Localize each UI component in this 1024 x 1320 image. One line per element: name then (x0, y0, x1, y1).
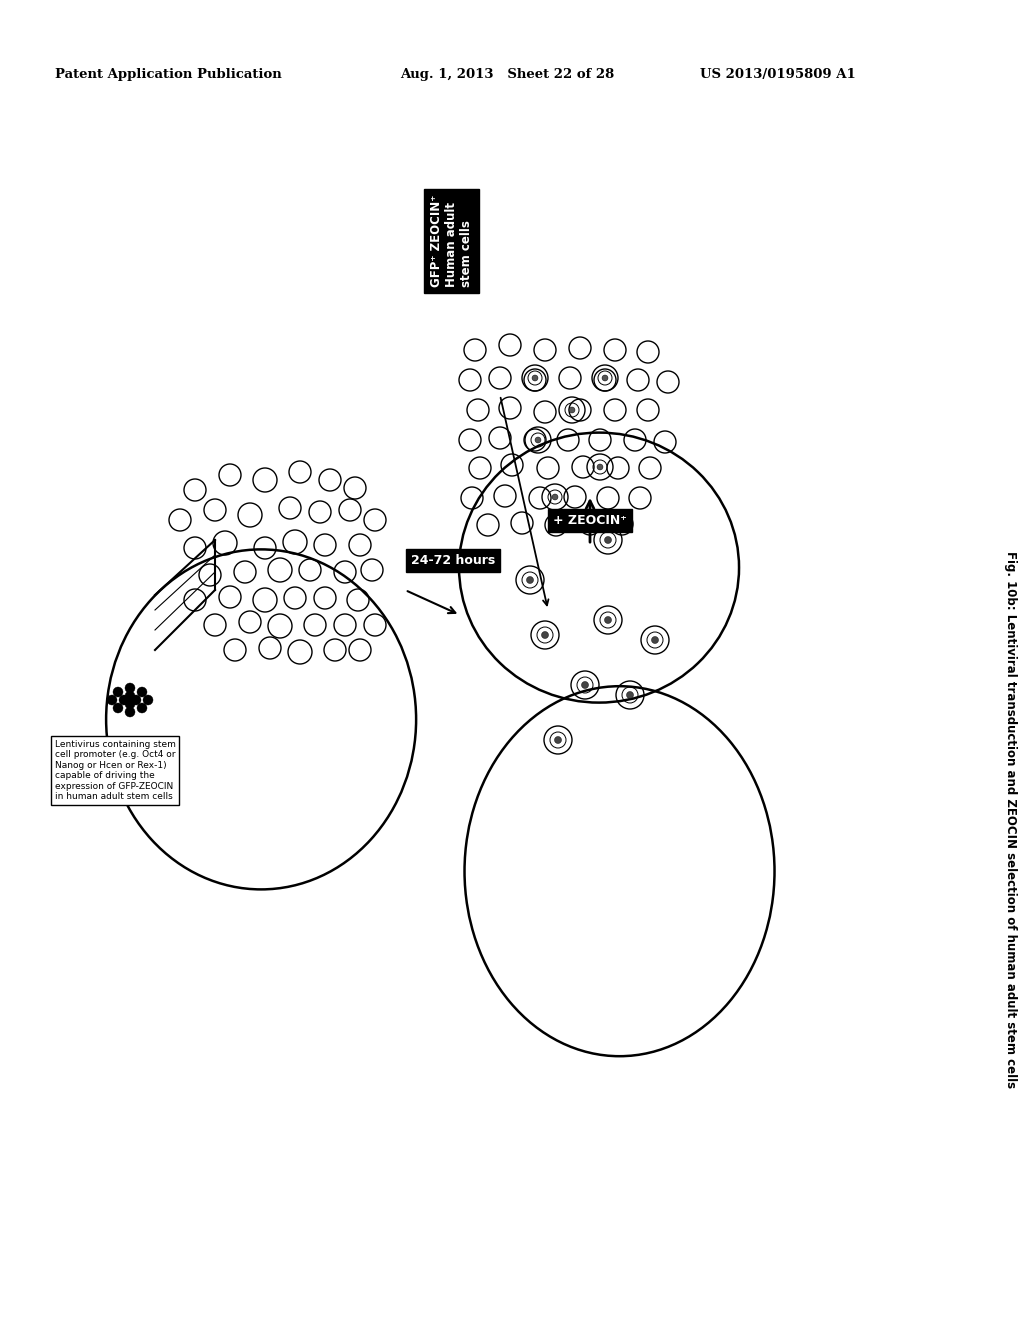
Circle shape (555, 737, 561, 743)
Circle shape (552, 494, 558, 500)
Text: US 2013/0195809 A1: US 2013/0195809 A1 (700, 69, 856, 81)
Circle shape (106, 696, 117, 705)
Circle shape (125, 708, 135, 717)
Circle shape (569, 407, 575, 413)
Text: Fig. 10b: Lentiviral transduction and ZEOCIN selection of human adult stem cells: Fig. 10b: Lentiviral transduction and ZE… (1004, 552, 1017, 1089)
Circle shape (125, 682, 135, 693)
Circle shape (125, 690, 135, 701)
Circle shape (131, 696, 141, 705)
Circle shape (597, 465, 603, 470)
Circle shape (113, 704, 123, 713)
Text: GFP⁺ ZEOCIN⁺
Human adult
stem cells: GFP⁺ ZEOCIN⁺ Human adult stem cells (430, 195, 473, 288)
Circle shape (532, 375, 538, 381)
Circle shape (526, 577, 534, 583)
Circle shape (582, 681, 589, 689)
Circle shape (604, 616, 611, 623)
Text: Aug. 1, 2013   Sheet 22 of 28: Aug. 1, 2013 Sheet 22 of 28 (400, 69, 614, 81)
Circle shape (119, 696, 129, 705)
Circle shape (542, 631, 549, 639)
Circle shape (535, 437, 541, 444)
Circle shape (627, 692, 634, 698)
Circle shape (125, 700, 135, 709)
Circle shape (604, 536, 611, 544)
Text: + ZEOCIN⁺: + ZEOCIN⁺ (553, 513, 627, 527)
Circle shape (143, 696, 153, 705)
Circle shape (137, 704, 147, 713)
Text: Patent Application Publication: Patent Application Publication (55, 69, 282, 81)
Circle shape (113, 686, 123, 697)
Text: 24-72 hours: 24-72 hours (411, 553, 496, 566)
Text: Lentivirus containing stem
cell promoter (e.g. Oct4 or
Nanog or Hcen or Rex-1)
c: Lentivirus containing stem cell promoter… (55, 741, 176, 801)
Circle shape (602, 375, 608, 381)
Circle shape (137, 686, 147, 697)
Circle shape (651, 636, 658, 644)
